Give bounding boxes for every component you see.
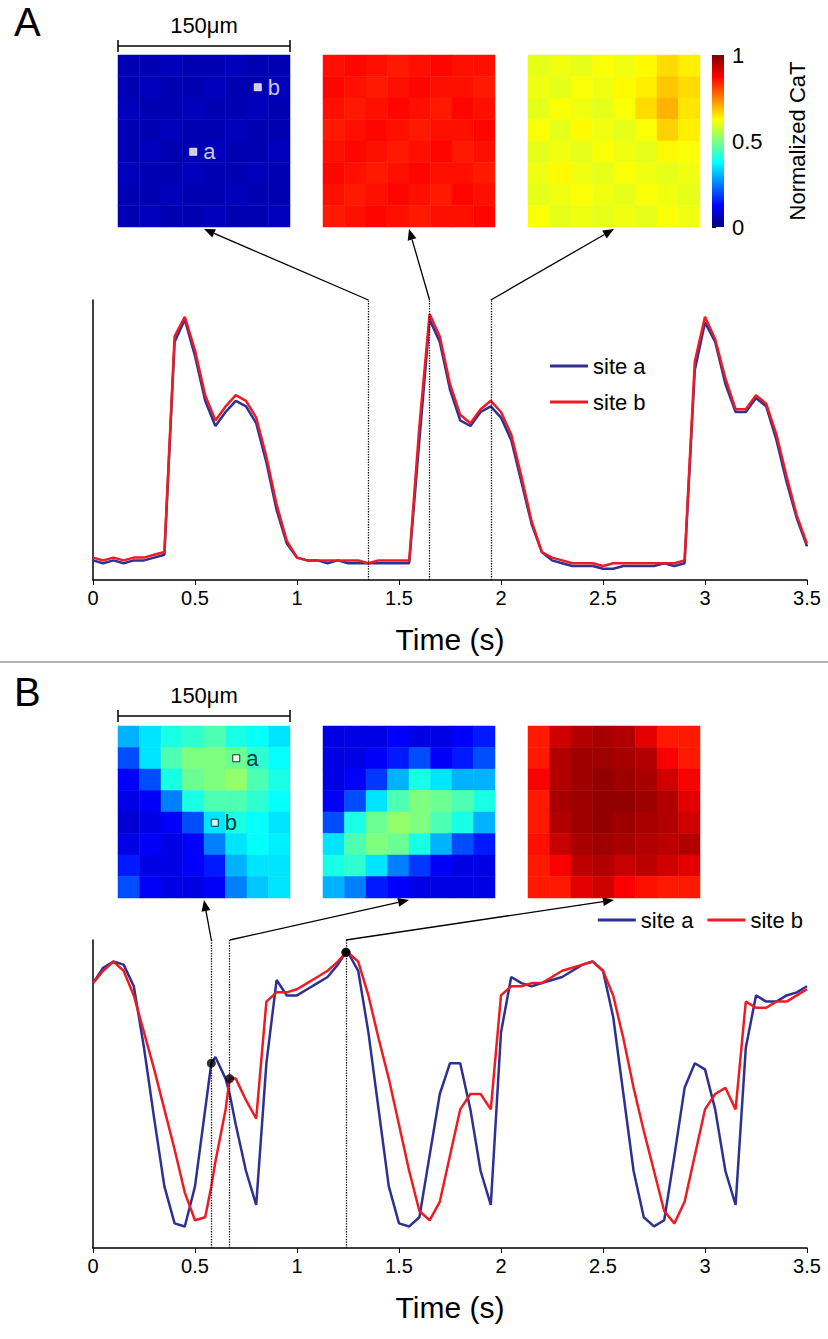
- svg-text:a: a: [246, 746, 259, 771]
- svg-text:Normalized CaT: Normalized CaT: [785, 62, 810, 221]
- svg-text:0.5: 0.5: [181, 1255, 209, 1277]
- svg-text:Time (s): Time (s): [396, 1291, 505, 1324]
- svg-text:0.5: 0.5: [181, 587, 209, 609]
- svg-text:site a: site a: [593, 354, 646, 379]
- svg-text:3.5: 3.5: [793, 1255, 821, 1277]
- svg-text:3.5: 3.5: [793, 587, 821, 609]
- svg-text:b: b: [268, 75, 280, 100]
- svg-text:1: 1: [732, 43, 744, 68]
- svg-text:3: 3: [699, 587, 710, 609]
- svg-text:2.5: 2.5: [589, 1255, 617, 1277]
- svg-text:Time (s): Time (s): [396, 623, 505, 656]
- svg-text:3: 3: [699, 1255, 710, 1277]
- svg-text:b: b: [225, 810, 237, 835]
- svg-text:1: 1: [291, 587, 302, 609]
- svg-text:0.5: 0.5: [732, 129, 763, 154]
- svg-text:1.5: 1.5: [385, 1255, 413, 1277]
- svg-text:0: 0: [87, 1255, 98, 1277]
- svg-text:0: 0: [87, 587, 98, 609]
- svg-text:1.5: 1.5: [385, 587, 413, 609]
- svg-text:150μm: 150μm: [170, 683, 238, 708]
- svg-text:0: 0: [732, 215, 744, 240]
- svg-text:site b: site b: [593, 390, 646, 415]
- svg-text:2: 2: [495, 1255, 506, 1277]
- svg-text:a: a: [203, 139, 216, 164]
- svg-text:A: A: [14, 0, 41, 44]
- svg-text:1: 1: [291, 1255, 302, 1277]
- svg-text:B: B: [14, 670, 41, 714]
- svg-text:site b: site b: [750, 908, 803, 933]
- svg-text:site a: site a: [641, 908, 694, 933]
- svg-text:2: 2: [495, 587, 506, 609]
- svg-text:2.5: 2.5: [589, 587, 617, 609]
- svg-text:150μm: 150μm: [170, 13, 238, 38]
